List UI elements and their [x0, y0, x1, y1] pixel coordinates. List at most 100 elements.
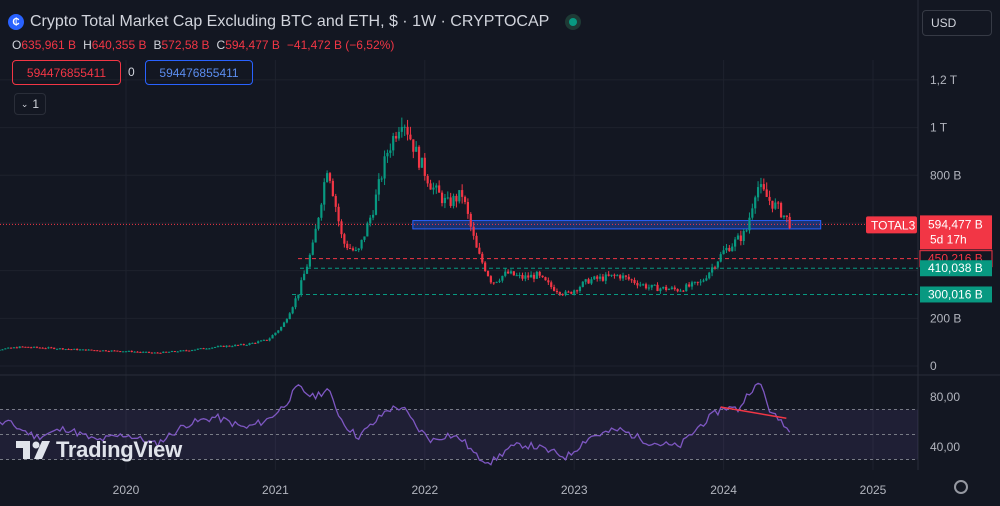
candle-body: [179, 350, 182, 352]
indicator-value-blue[interactable]: 594476855411: [145, 60, 253, 85]
candle-body: [432, 187, 435, 190]
candle-body: [190, 350, 194, 352]
candle-body: [185, 350, 188, 352]
candle-body: [759, 184, 763, 188]
candle-body: [58, 348, 62, 350]
candle-body: [170, 351, 174, 353]
candle-body: [24, 346, 27, 348]
market-status-icon[interactable]: [569, 18, 578, 26]
candle-body: [739, 235, 742, 242]
candle-body: [469, 213, 472, 227]
candle-body: [317, 217, 320, 229]
candle-body: [736, 235, 740, 240]
candle-body: [222, 345, 225, 347]
candle-body: [486, 271, 490, 277]
candle-body: [478, 247, 481, 254]
price-axis-label: 1,2 T: [930, 73, 958, 87]
candle-body: [300, 280, 303, 295]
candle-body: [509, 271, 513, 274]
candle-body: [728, 247, 731, 252]
candle-body: [285, 319, 288, 323]
candle-body: [145, 351, 148, 353]
candle-body: [84, 349, 87, 351]
candle-body: [61, 348, 64, 350]
candle-body: [449, 197, 452, 206]
cryptocap-logo-icon: ₵: [8, 14, 24, 30]
high-label: H: [83, 38, 92, 52]
candle-body: [481, 253, 484, 263]
candle-body: [371, 214, 375, 218]
candle-body: [27, 346, 30, 348]
candle-body: [636, 282, 639, 286]
price-axis-label: 800 B: [930, 168, 961, 182]
candle-body: [173, 351, 176, 353]
candle-body: [656, 284, 659, 292]
candle-body: [777, 202, 780, 204]
candle-body: [340, 221, 343, 235]
candle-body: [377, 179, 380, 195]
candle-body: [415, 146, 418, 152]
candle-body: [535, 271, 538, 279]
candle-body: [374, 194, 378, 215]
candle-body: [193, 349, 197, 351]
candle-body: [239, 344, 243, 346]
chart-title[interactable]: Crypto Total Market Cap Excluding BTC an…: [30, 13, 550, 30]
candle-body: [311, 242, 314, 255]
candle-body: [328, 173, 332, 181]
candle-body: [104, 350, 107, 352]
time-axis-label: 2022: [411, 483, 438, 497]
candle-body: [331, 180, 334, 197]
candle-body: [670, 287, 673, 290]
close-label: C: [216, 38, 226, 52]
candle-body: [598, 276, 602, 279]
currency-selector[interactable]: USD: [922, 10, 992, 36]
candle-body: [18, 346, 21, 349]
candle-body: [679, 290, 682, 292]
open-label: O: [12, 38, 22, 52]
candle-body: [768, 196, 771, 201]
candle-body: [762, 184, 765, 190]
candle-body: [320, 204, 323, 218]
candle-body: [731, 246, 734, 252]
time-axis-label: 2020: [113, 483, 140, 497]
candle-body: [150, 352, 153, 354]
price-axis-label: 200 B: [930, 311, 961, 325]
candle-body: [673, 287, 676, 290]
candle-body: [774, 202, 777, 209]
candle-body: [616, 275, 619, 277]
candle-body: [610, 274, 613, 276]
collapse-indicators-button[interactable]: ⌄ 1: [14, 93, 46, 115]
brand-name: TradingView: [56, 437, 182, 462]
candle-body: [242, 344, 245, 346]
indicator-value-red[interactable]: 594476855411: [12, 60, 121, 85]
candle-body: [676, 289, 679, 292]
ohlc-readout: O635,961 B H640,355 B B572,58 B C594,477…: [12, 38, 394, 52]
settings-gear-icon[interactable]: [954, 480, 968, 494]
candle-body: [443, 197, 447, 204]
candle-body: [742, 231, 745, 242]
candle-body: [521, 275, 524, 279]
candle-body: [303, 273, 306, 281]
candle-body: [93, 350, 96, 352]
last-price-tag-bg: [920, 215, 992, 250]
candle-body: [127, 350, 130, 352]
candle-body: [423, 157, 426, 176]
candle-body: [555, 290, 559, 293]
candle-body: [484, 262, 487, 272]
candle-body: [530, 274, 533, 278]
candle-body: [116, 350, 119, 352]
candle-body: [756, 187, 760, 198]
time-axis-label: 2021: [262, 483, 289, 497]
price-axis-label: 1 T: [930, 121, 948, 135]
candle-body: [360, 239, 363, 249]
candle-body: [498, 280, 501, 282]
candle-body: [538, 271, 541, 276]
candle-body: [282, 322, 286, 327]
candle-body: [438, 185, 441, 193]
candle-body: [70, 349, 73, 351]
candle-body: [705, 278, 708, 281]
candle-body: [725, 247, 728, 251]
candle-body: [665, 286, 668, 291]
